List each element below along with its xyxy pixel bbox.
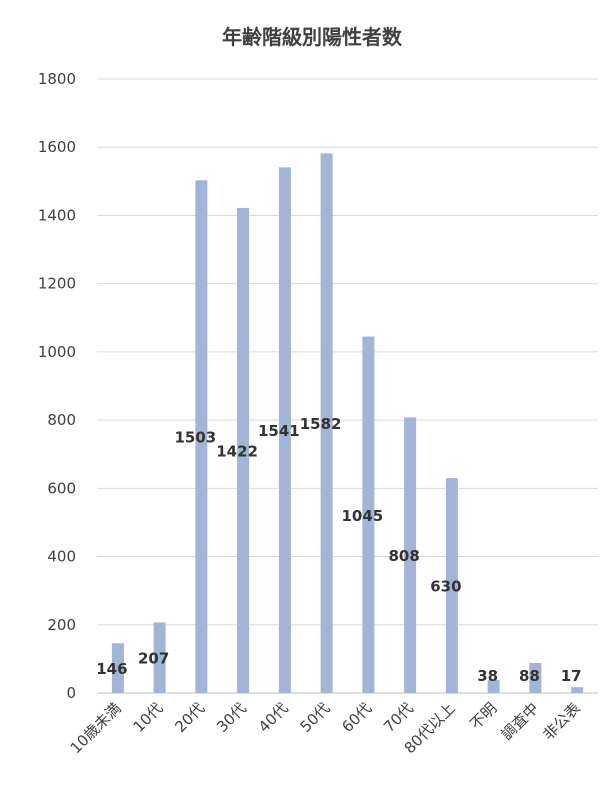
bar (278, 167, 291, 693)
y-tick-label: 200 (47, 616, 76, 634)
x-tick-label: 10歳未満 (67, 699, 125, 757)
bars (111, 153, 584, 693)
bar (487, 680, 500, 693)
data-label: 38 (477, 667, 498, 685)
bar (362, 336, 375, 693)
bar (571, 687, 584, 693)
x-tick-label: 調査中 (498, 699, 543, 744)
bar (404, 417, 417, 693)
data-label: 88 (519, 667, 540, 685)
x-tick-label: 60代 (338, 699, 375, 736)
data-label: 17 (561, 667, 582, 685)
x-tick-label: 20代 (171, 699, 208, 736)
x-tick-label: 40代 (255, 699, 292, 736)
y-axis-ticks: 0 200 400 600 800 1000 1200 1400 1600 1800 (38, 70, 76, 702)
bar (445, 478, 458, 693)
data-label: 146 (96, 660, 127, 678)
data-label: 1045 (342, 507, 384, 525)
bar (320, 153, 333, 693)
data-label: 1541 (258, 422, 300, 440)
data-label: 1422 (216, 442, 258, 460)
data-label: 808 (388, 547, 419, 565)
y-tick-label: 1200 (38, 275, 76, 293)
data-label: 1582 (300, 415, 342, 433)
y-tick-label: 1000 (38, 343, 76, 361)
bar (237, 207, 250, 693)
y-tick-label: 1400 (38, 206, 76, 224)
x-tick-label: 10代 (130, 699, 167, 736)
x-tick-label: 30代 (213, 699, 250, 736)
x-tick-label: 不明 (467, 699, 501, 733)
y-tick-label: 800 (47, 411, 76, 429)
bar (195, 180, 208, 693)
y-tick-label: 1600 (38, 138, 76, 156)
gridlines (97, 78, 598, 694)
bar (153, 622, 166, 693)
y-tick-label: 600 (47, 479, 76, 497)
bar (529, 662, 542, 693)
x-tick-label: 70代 (380, 699, 417, 736)
y-tick-label: 400 (47, 548, 76, 566)
x-tick-label: 50代 (297, 699, 334, 736)
chart-title: 年齢階級別陽性者数 (222, 25, 403, 49)
x-tick-label: 非公表 (539, 699, 584, 744)
bar (111, 643, 124, 693)
y-tick-label: 1800 (38, 70, 76, 88)
data-label: 1503 (175, 429, 217, 447)
y-tick-label: 0 (66, 684, 76, 702)
data-label: 207 (138, 650, 169, 668)
data-label: 630 (430, 578, 461, 596)
